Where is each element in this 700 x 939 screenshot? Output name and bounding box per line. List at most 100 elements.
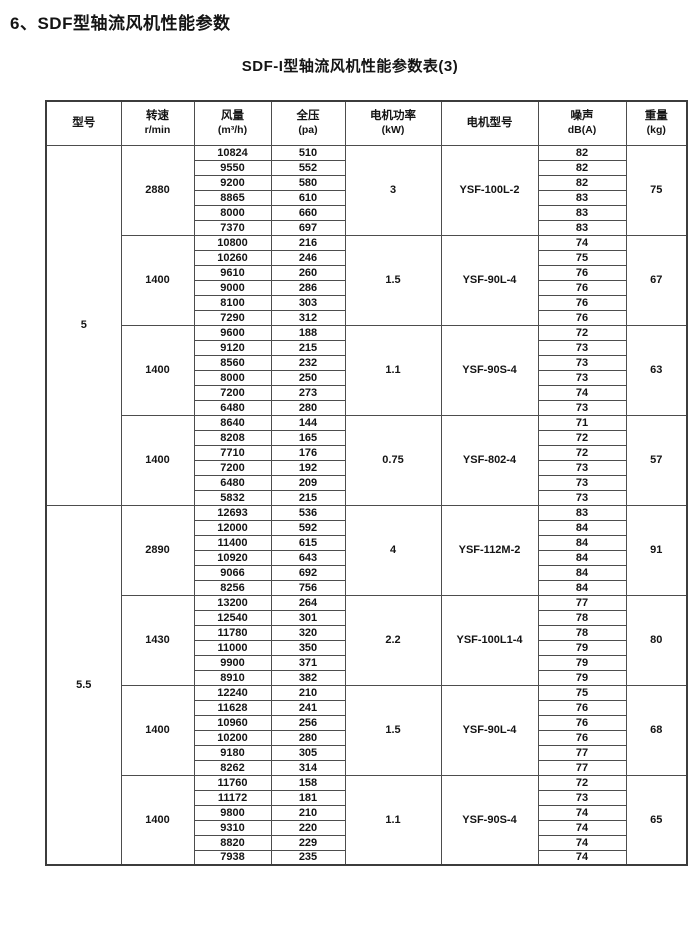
header-pressure-unit: (pa) bbox=[298, 123, 318, 136]
performance-table: 型号 转速 r/min 风量 (m³/h) 全压 (pa) 电机功率 (kW) 电机型号 噪声 dB(… bbox=[45, 100, 688, 866]
model-cell: 5.5 bbox=[45, 504, 122, 866]
flow-cell: 9066 bbox=[193, 564, 272, 581]
table-row: 9900 371 79 bbox=[46, 654, 687, 671]
motor-cell: YSF-90L-4 bbox=[440, 684, 539, 776]
pressure-cell: 756 bbox=[270, 579, 346, 596]
flow-cell: 9120 bbox=[193, 339, 272, 356]
flow-cell: 8256 bbox=[193, 579, 272, 596]
flow-cell: 10960 bbox=[193, 714, 272, 731]
noise-cell: 79 bbox=[537, 669, 627, 686]
noise-cell: 72 bbox=[537, 774, 627, 791]
page-title: 6、SDF型轴流风机性能参数 bbox=[10, 14, 231, 33]
pressure-cell: 660 bbox=[270, 204, 346, 221]
pressure-cell: 592 bbox=[270, 519, 346, 536]
noise-cell: 84 bbox=[537, 579, 627, 596]
noise-cell: 73 bbox=[537, 789, 627, 806]
table-row: 10200 280 76 bbox=[46, 729, 687, 746]
header-speed-label: 转速 bbox=[146, 109, 169, 122]
pressure-cell: 301 bbox=[270, 609, 346, 626]
table-row: 5832 215 73 bbox=[46, 489, 687, 506]
table-row: 9000 286 76 bbox=[46, 279, 687, 296]
flow-cell: 11000 bbox=[193, 639, 272, 656]
header-speed: 转速 r/min bbox=[120, 100, 195, 146]
pressure-cell: 158 bbox=[270, 774, 346, 791]
pressure-cell: 210 bbox=[270, 684, 346, 701]
flow-cell: 8100 bbox=[193, 294, 272, 311]
noise-cell: 84 bbox=[537, 519, 627, 536]
table-row: 1400 9600 188 1.1 YSF-90S-4 72 63 bbox=[46, 324, 688, 416]
header-weight-label: 重量 bbox=[644, 109, 668, 122]
flow-cell: 11780 bbox=[193, 624, 272, 641]
noise-cell: 77 bbox=[537, 744, 627, 761]
flow-cell: 8865 bbox=[193, 189, 272, 206]
pressure-cell: 232 bbox=[270, 354, 346, 371]
noise-cell: 83 bbox=[537, 504, 627, 521]
flow-cell: 9900 bbox=[193, 654, 272, 671]
table-row: 9310 220 74 bbox=[46, 819, 687, 836]
noise-cell: 84 bbox=[537, 564, 627, 581]
power-cell: 2.2 bbox=[344, 594, 442, 686]
flow-cell: 8000 bbox=[193, 204, 272, 221]
noise-cell: 74 bbox=[537, 234, 627, 251]
flow-cell: 11760 bbox=[193, 774, 272, 791]
power-cell: 4 bbox=[344, 504, 442, 596]
table-row: 8000 660 83 bbox=[46, 204, 687, 221]
motor-cell: YSF-112M-2 bbox=[440, 504, 539, 596]
flow-cell: 10800 bbox=[193, 234, 272, 251]
table-row: 9610 260 76 bbox=[46, 264, 687, 281]
power-cell: 1.1 bbox=[344, 324, 442, 416]
noise-cell: 73 bbox=[537, 489, 627, 506]
pressure-cell: 610 bbox=[270, 189, 346, 206]
table-row: 10260 246 75 bbox=[46, 249, 687, 266]
pressure-cell: 264 bbox=[270, 594, 346, 611]
noise-cell: 82 bbox=[537, 174, 627, 191]
noise-cell: 76 bbox=[537, 729, 627, 746]
table-row: 8560 232 73 bbox=[46, 354, 687, 371]
pressure-cell: 220 bbox=[270, 819, 346, 836]
speed-cell: 1400 bbox=[120, 234, 195, 326]
table-row: 1400 8640 144 0.75 YSF-802-4 71 57 bbox=[46, 414, 688, 506]
speed-cell: 2880 bbox=[120, 144, 195, 236]
pressure-cell: 235 bbox=[270, 849, 346, 866]
table-row: 1400 11760 158 1.1 YSF-90S-4 72 65 bbox=[46, 774, 688, 866]
flow-cell: 10920 bbox=[193, 549, 272, 566]
noise-cell: 74 bbox=[537, 849, 627, 866]
pressure-cell: 350 bbox=[270, 639, 346, 656]
flow-cell: 9550 bbox=[193, 159, 272, 176]
pressure-cell: 286 bbox=[270, 279, 346, 296]
noise-cell: 72 bbox=[537, 324, 627, 341]
flow-cell: 9600 bbox=[193, 324, 272, 341]
header-pressure: 全压 (pa) bbox=[270, 100, 346, 146]
pressure-cell: 382 bbox=[270, 669, 346, 686]
flow-cell: 8560 bbox=[193, 354, 272, 371]
header-row: 型号 转速 r/min 风量 (m³/h) 全压 (pa) 电机功率 (kW) 电机型号 噪声 dB(… bbox=[45, 100, 688, 146]
flow-cell: 7938 bbox=[193, 849, 272, 866]
header-noise-label: 噪声 bbox=[570, 109, 594, 122]
flow-cell: 8000 bbox=[193, 369, 272, 386]
flow-cell: 11172 bbox=[193, 789, 272, 806]
header-power-label: 电机功率 bbox=[370, 109, 416, 122]
motor-cell: YSF-90S-4 bbox=[440, 324, 539, 416]
pressure-cell: 181 bbox=[270, 789, 346, 806]
power-cell: 1.5 bbox=[344, 684, 442, 776]
noise-cell: 73 bbox=[537, 369, 627, 386]
table-row: 8910 382 79 bbox=[46, 669, 687, 686]
table-row: 9200 580 82 bbox=[46, 174, 687, 191]
pressure-cell: 692 bbox=[270, 564, 346, 581]
pressure-cell: 260 bbox=[270, 264, 346, 281]
pressure-cell: 241 bbox=[270, 699, 346, 716]
table-row: 6480 280 73 bbox=[46, 399, 687, 416]
table-row: 12540 301 78 bbox=[46, 609, 687, 626]
noise-cell: 73 bbox=[537, 474, 627, 491]
flow-cell: 12000 bbox=[193, 519, 272, 536]
flow-cell: 6480 bbox=[193, 399, 272, 416]
table-body: 5 2880 10824 510 3 YSF-100L-2 82 75 9550 552 82 920… bbox=[45, 144, 688, 866]
header-model: 型号 bbox=[45, 100, 122, 146]
noise-cell: 79 bbox=[537, 654, 627, 671]
flow-cell: 9000 bbox=[193, 279, 272, 296]
header-flow-label: 风量 bbox=[221, 109, 244, 122]
noise-cell: 74 bbox=[537, 834, 627, 851]
header-weight: 重量 (kg) bbox=[625, 100, 688, 146]
pressure-cell: 176 bbox=[270, 444, 346, 461]
pressure-cell: 314 bbox=[270, 759, 346, 776]
